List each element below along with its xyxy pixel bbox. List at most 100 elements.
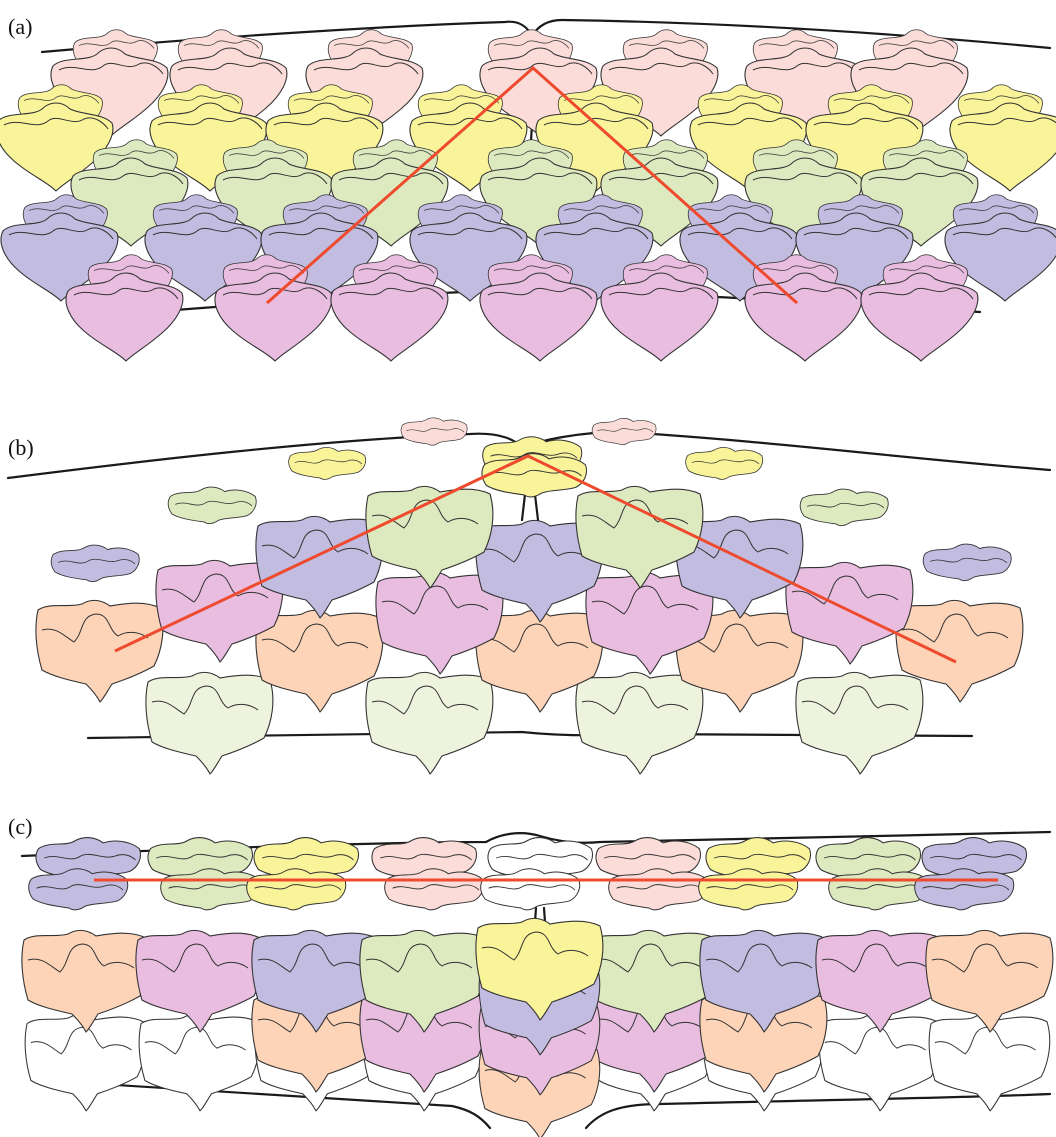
scale-green (815, 837, 922, 882)
scale-ridge (183, 40, 260, 49)
scale-ridge (493, 265, 570, 274)
scale-ridge (496, 853, 588, 861)
scale-ridge (294, 459, 363, 465)
scale-ridge (8, 227, 114, 240)
scale-ridge (957, 117, 1056, 126)
scale-ridge (406, 428, 465, 433)
scale-ridge (706, 884, 794, 891)
scale-ridge (423, 205, 500, 214)
scale-ridge (27, 943, 135, 973)
scale-ridge (681, 529, 789, 559)
scale-ridge (161, 573, 269, 603)
scale-ridge (152, 227, 258, 240)
scale-ridge (824, 853, 916, 861)
scale-ridge (693, 205, 770, 214)
scale-body (860, 272, 979, 362)
scale-ridge (151, 685, 259, 715)
scale-ridge (604, 853, 696, 861)
scale-body (699, 929, 828, 1033)
scale-pale_green (795, 671, 924, 775)
panel-c-label: (c) (8, 814, 32, 839)
scale-purple (921, 837, 1028, 882)
panel-b: (b) (6, 417, 1052, 775)
scale-ridge (931, 943, 1039, 973)
scale-ridge (691, 459, 760, 465)
scale-ridge (313, 62, 419, 75)
scale-white (480, 868, 581, 911)
scale-body (255, 515, 384, 619)
scale-pink (384, 868, 485, 911)
scale-ridge (813, 117, 919, 130)
red-chevron-a (266, 65, 798, 305)
scale-body (65, 272, 184, 362)
scale-ridge (591, 585, 699, 615)
scale-ridge (823, 205, 900, 214)
scale-ridge (821, 943, 929, 973)
scale-green (160, 868, 261, 911)
scale-body (147, 837, 254, 882)
scale-ridge (824, 1026, 926, 1055)
scale-body (251, 929, 380, 1033)
scale-pink (608, 868, 709, 911)
scale-ridge (487, 172, 593, 185)
scale-magenta (135, 929, 264, 1033)
scale-ridge (288, 205, 365, 214)
scale-ridge (628, 150, 705, 159)
scale-ridge (268, 227, 374, 240)
scale-orange (895, 599, 1024, 703)
scale-yellow (475, 917, 604, 1021)
scale-body (0, 102, 114, 192)
scale-body (799, 488, 889, 527)
scale-ridge (381, 585, 489, 615)
scale-ridge (628, 40, 705, 49)
scale-body (400, 417, 468, 446)
scale-body (705, 837, 812, 882)
scale-ridge (791, 575, 899, 605)
scale-body (795, 671, 924, 775)
scale-purple (922, 543, 1012, 582)
scale-ridge (358, 150, 435, 159)
scale-ridge (488, 884, 576, 891)
scale-body (698, 868, 799, 911)
scale-magenta (600, 272, 719, 362)
scale-ridge (30, 1026, 132, 1055)
scale-ridge (758, 265, 835, 274)
scale-ridge (44, 853, 136, 861)
panel-a-label: (a) (8, 14, 32, 39)
scale-pink (371, 837, 478, 882)
scale-body (255, 609, 384, 713)
scale-ridge (392, 884, 480, 891)
scale-ridge (868, 172, 974, 185)
scale-body (288, 447, 367, 480)
scale-pale_green (365, 671, 494, 775)
scale-ridge (901, 613, 1009, 643)
scale-body (914, 868, 1015, 911)
scale-body (815, 837, 922, 882)
scale-ridge (254, 884, 342, 891)
scale-ridge (681, 623, 789, 653)
scale-ridge (922, 884, 1010, 891)
scale-ridge (58, 62, 164, 75)
scale-body (475, 917, 604, 1021)
scale-ridge (157, 117, 263, 130)
scale-ridge (333, 40, 410, 49)
scale-magenta (375, 571, 504, 675)
scale-ridge (930, 853, 1022, 861)
scale-orange (255, 609, 384, 713)
scale-purple (35, 837, 142, 882)
scale-ridge (595, 943, 703, 973)
scale-ridge (687, 227, 793, 240)
scale-pink (400, 417, 468, 446)
scale-pale_green (575, 671, 704, 775)
scale-ridge (628, 265, 705, 274)
scale-magenta (815, 929, 944, 1033)
scale-ridge (371, 685, 479, 715)
scale-body (925, 929, 1054, 1033)
scale-ridge (481, 623, 589, 653)
scale-ridge (3, 117, 109, 130)
scale-ridge (608, 62, 714, 75)
scale-ridge (490, 452, 578, 459)
scale-yellow (705, 837, 812, 882)
panel-b-label: (b) (8, 435, 34, 460)
